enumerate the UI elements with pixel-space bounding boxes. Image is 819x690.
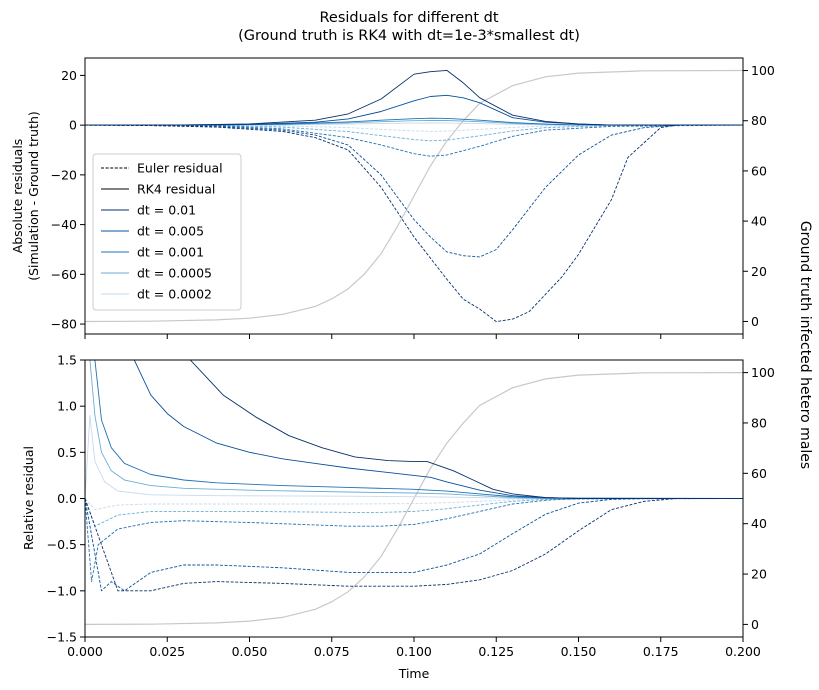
bottom-x-tick-label: 0.125 — [478, 644, 514, 659]
legend-label-6: dt = 0.0002 — [137, 287, 212, 302]
top-rk4-series-0 — [85, 69, 743, 126]
top-y-label-line-1: Absolute residuals — [10, 139, 25, 254]
top-right-y-tick-label: 40 — [751, 214, 767, 229]
bottom-x-tick-label: 0.075 — [314, 644, 350, 659]
top-right-y-tick-label: 80 — [751, 113, 767, 128]
top-euler-series-0 — [85, 124, 743, 323]
bottom-x-ticks: 0.000 0.025 0.050 0.075 0.100 0.125 0.150 0.175… — [67, 637, 761, 659]
bottom-ground-truth-line — [85, 372, 743, 625]
top-panel: −80 −60 −40 −20 0 20 0 20 40 60 80 100 Absolute re… — [10, 57, 775, 339]
figure-title-line-2: (Ground truth is RK4 with dt=1e-3*smalle… — [238, 28, 580, 44]
bottom-rk4-series-1 — [133, 360, 743, 499]
bottom-x-tick-label: 0.025 — [149, 644, 185, 659]
bottom-x-tick-label: 0.150 — [561, 644, 597, 659]
top-y-ticks: −80 −60 −40 −20 0 20 — [51, 68, 85, 332]
bottom-clipped-lines — [85, 360, 743, 625]
bottom-rk4-series-3 — [89, 360, 743, 499]
legend-label-1: RK4 residual — [137, 182, 215, 197]
bottom-euler-series-2 — [85, 498, 743, 583]
bottom-y-tick-label: −1.0 — [47, 583, 77, 598]
figure-title-line-1: Residuals for different dt — [319, 10, 498, 26]
top-euler-series-1 — [85, 124, 743, 258]
legend: Euler residual RK4 residual dt = 0.01 dt = … — [92, 153, 242, 311]
top-euler-series-4 — [85, 124, 743, 132]
bottom-y-tick-label: −0.5 — [47, 537, 77, 552]
bottom-rk4-series-2 — [94, 360, 743, 499]
bottom-euler-series-0 — [85, 498, 743, 592]
legend-label-3: dt = 0.005 — [137, 224, 204, 239]
top-right-y-tick-label: 100 — [751, 63, 775, 78]
bottom-y-tick-label: −1.5 — [47, 630, 77, 645]
top-clipped-lines — [85, 69, 743, 323]
top-y-tick-label: −20 — [51, 167, 77, 182]
bottom-plot-lines — [85, 360, 743, 625]
bottom-y-tick-label: 0.5 — [57, 445, 77, 460]
bottom-y-ticks: −1.5 −1.0 −0.5 0.0 0.5 1.0 1.5 — [47, 353, 85, 645]
top-plot-lines — [85, 69, 743, 323]
bottom-panel: 0.000 0.025 0.050 0.075 0.100 0.125 0.150 0.175… — [21, 353, 775, 682]
bottom-y-label: Relative residual — [21, 446, 36, 550]
bottom-right-y-tick-label: 60 — [751, 466, 767, 481]
bottom-right-y-tick-label: 0 — [751, 617, 759, 632]
legend-box — [92, 153, 242, 311]
bottom-right-y-ticks: 0 20 40 60 80 100 — [743, 365, 775, 632]
x-axis-label: Time — [398, 666, 430, 681]
bottom-euler-series-1 — [85, 498, 743, 592]
top-right-y-tick-label: 60 — [751, 163, 767, 178]
bottom-right-y-tick-label: 100 — [751, 365, 775, 380]
bottom-x-tick-label: 0.100 — [396, 644, 432, 659]
top-y-tick-label: −60 — [51, 267, 77, 282]
bottom-euler-series-3 — [85, 498, 743, 527]
bottom-right-y-tick-label: 20 — [751, 567, 767, 582]
legend-items: Euler residual RK4 residual dt = 0.01 dt = … — [101, 161, 223, 302]
legend-label-2: dt = 0.01 — [137, 203, 196, 218]
right-y-label: Ground truth infected hetero males — [797, 221, 813, 469]
bottom-rk4-series-0 — [189, 360, 743, 499]
top-y-label-line-2: (Simulation - Ground truth) — [26, 111, 41, 281]
top-right-y-tick-label: 20 — [751, 264, 767, 279]
legend-label-5: dt = 0.0005 — [137, 266, 212, 281]
top-right-y-tick-label: 0 — [751, 314, 759, 329]
top-euler-series-2 — [85, 124, 743, 157]
top-y-tick-label: 0 — [69, 118, 77, 133]
top-ground-truth-line — [85, 69, 743, 323]
bottom-x-tick-label: 0.000 — [67, 644, 103, 659]
bottom-euler-series-4 — [85, 498, 743, 511]
top-y-tick-label: −40 — [51, 217, 77, 232]
bottom-y-tick-label: 0.0 — [57, 491, 77, 506]
bottom-right-y-tick-label: 80 — [751, 415, 767, 430]
bottom-x-tick-label: 0.200 — [725, 644, 761, 659]
bottom-x-tick-label: 0.050 — [232, 644, 268, 659]
top-rk4-series-2 — [85, 117, 743, 126]
top-x-ticks — [84, 334, 744, 339]
legend-label-0: Euler residual — [137, 161, 223, 176]
top-rk4-series-1 — [85, 94, 743, 126]
top-euler-series-3 — [85, 124, 743, 142]
top-right-y-ticks: 0 20 40 60 80 100 — [743, 63, 775, 329]
bottom-y-tick-label: 1.0 — [57, 399, 77, 414]
bottom-x-tick-label: 0.175 — [643, 644, 679, 659]
legend-label-4: dt = 0.001 — [137, 245, 204, 260]
top-y-tick-label: 20 — [61, 68, 77, 83]
bottom-right-y-tick-label: 40 — [751, 516, 767, 531]
bottom-y-tick-label: 1.5 — [57, 353, 77, 368]
top-y-tick-label: −80 — [51, 317, 77, 332]
bottom-rk4-series-4 — [85, 414, 743, 499]
